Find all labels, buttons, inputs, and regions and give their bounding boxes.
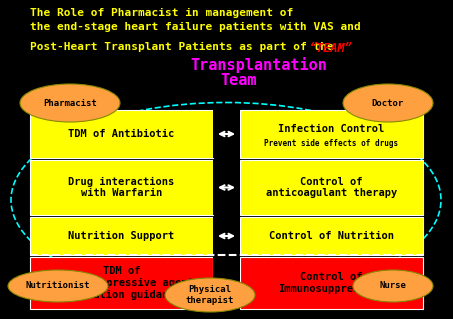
Text: Nutritionist: Nutritionist xyxy=(26,281,90,291)
FancyBboxPatch shape xyxy=(240,217,423,255)
Text: Control of Nutrition: Control of Nutrition xyxy=(269,231,394,241)
FancyBboxPatch shape xyxy=(213,217,240,255)
FancyBboxPatch shape xyxy=(240,160,423,215)
FancyBboxPatch shape xyxy=(30,110,213,158)
Text: the end-stage heart failure patients with VAS and: the end-stage heart failure patients wit… xyxy=(30,22,361,32)
Text: TDM of Antibiotic: TDM of Antibiotic xyxy=(68,129,174,139)
Ellipse shape xyxy=(165,278,255,312)
Text: Control of
anticoagulant therapy: Control of anticoagulant therapy xyxy=(266,177,397,198)
Text: The Role of Pharmacist in management of: The Role of Pharmacist in management of xyxy=(30,8,293,18)
Text: Doctor: Doctor xyxy=(372,99,404,108)
Text: Post-Heart Transplant Patients as part of the: Post-Heart Transplant Patients as part o… xyxy=(30,42,341,52)
Ellipse shape xyxy=(8,270,108,302)
Text: “TEAM”: “TEAM” xyxy=(310,42,353,55)
FancyBboxPatch shape xyxy=(30,257,213,309)
Text: Nurse: Nurse xyxy=(380,281,406,291)
Ellipse shape xyxy=(353,270,433,302)
FancyBboxPatch shape xyxy=(30,217,213,255)
FancyBboxPatch shape xyxy=(213,160,240,215)
Text: Physical
therapist: Physical therapist xyxy=(186,285,234,305)
FancyBboxPatch shape xyxy=(213,110,240,158)
FancyBboxPatch shape xyxy=(240,110,423,158)
Text: Drug interactions
with Warfarin: Drug interactions with Warfarin xyxy=(68,177,174,198)
Text: Pharmacist: Pharmacist xyxy=(43,99,97,108)
Text: Transplantation: Transplantation xyxy=(190,57,327,73)
Text: Nutrition Support: Nutrition Support xyxy=(68,231,174,241)
FancyBboxPatch shape xyxy=(30,160,213,215)
FancyBboxPatch shape xyxy=(240,257,423,309)
Ellipse shape xyxy=(343,84,433,122)
FancyBboxPatch shape xyxy=(213,257,240,309)
Ellipse shape xyxy=(20,84,120,122)
Text: Infection Control: Infection Control xyxy=(279,124,385,134)
Text: Prevent side effects of drugs: Prevent side effects of drugs xyxy=(265,138,399,147)
Text: Control of
Immunosuppression: Control of Immunosuppression xyxy=(279,272,385,294)
Text: TDM of
Immunosuppressive agent
Medication guidance: TDM of Immunosuppressive agent Medicatio… xyxy=(50,266,193,300)
Text: Team: Team xyxy=(220,73,256,88)
